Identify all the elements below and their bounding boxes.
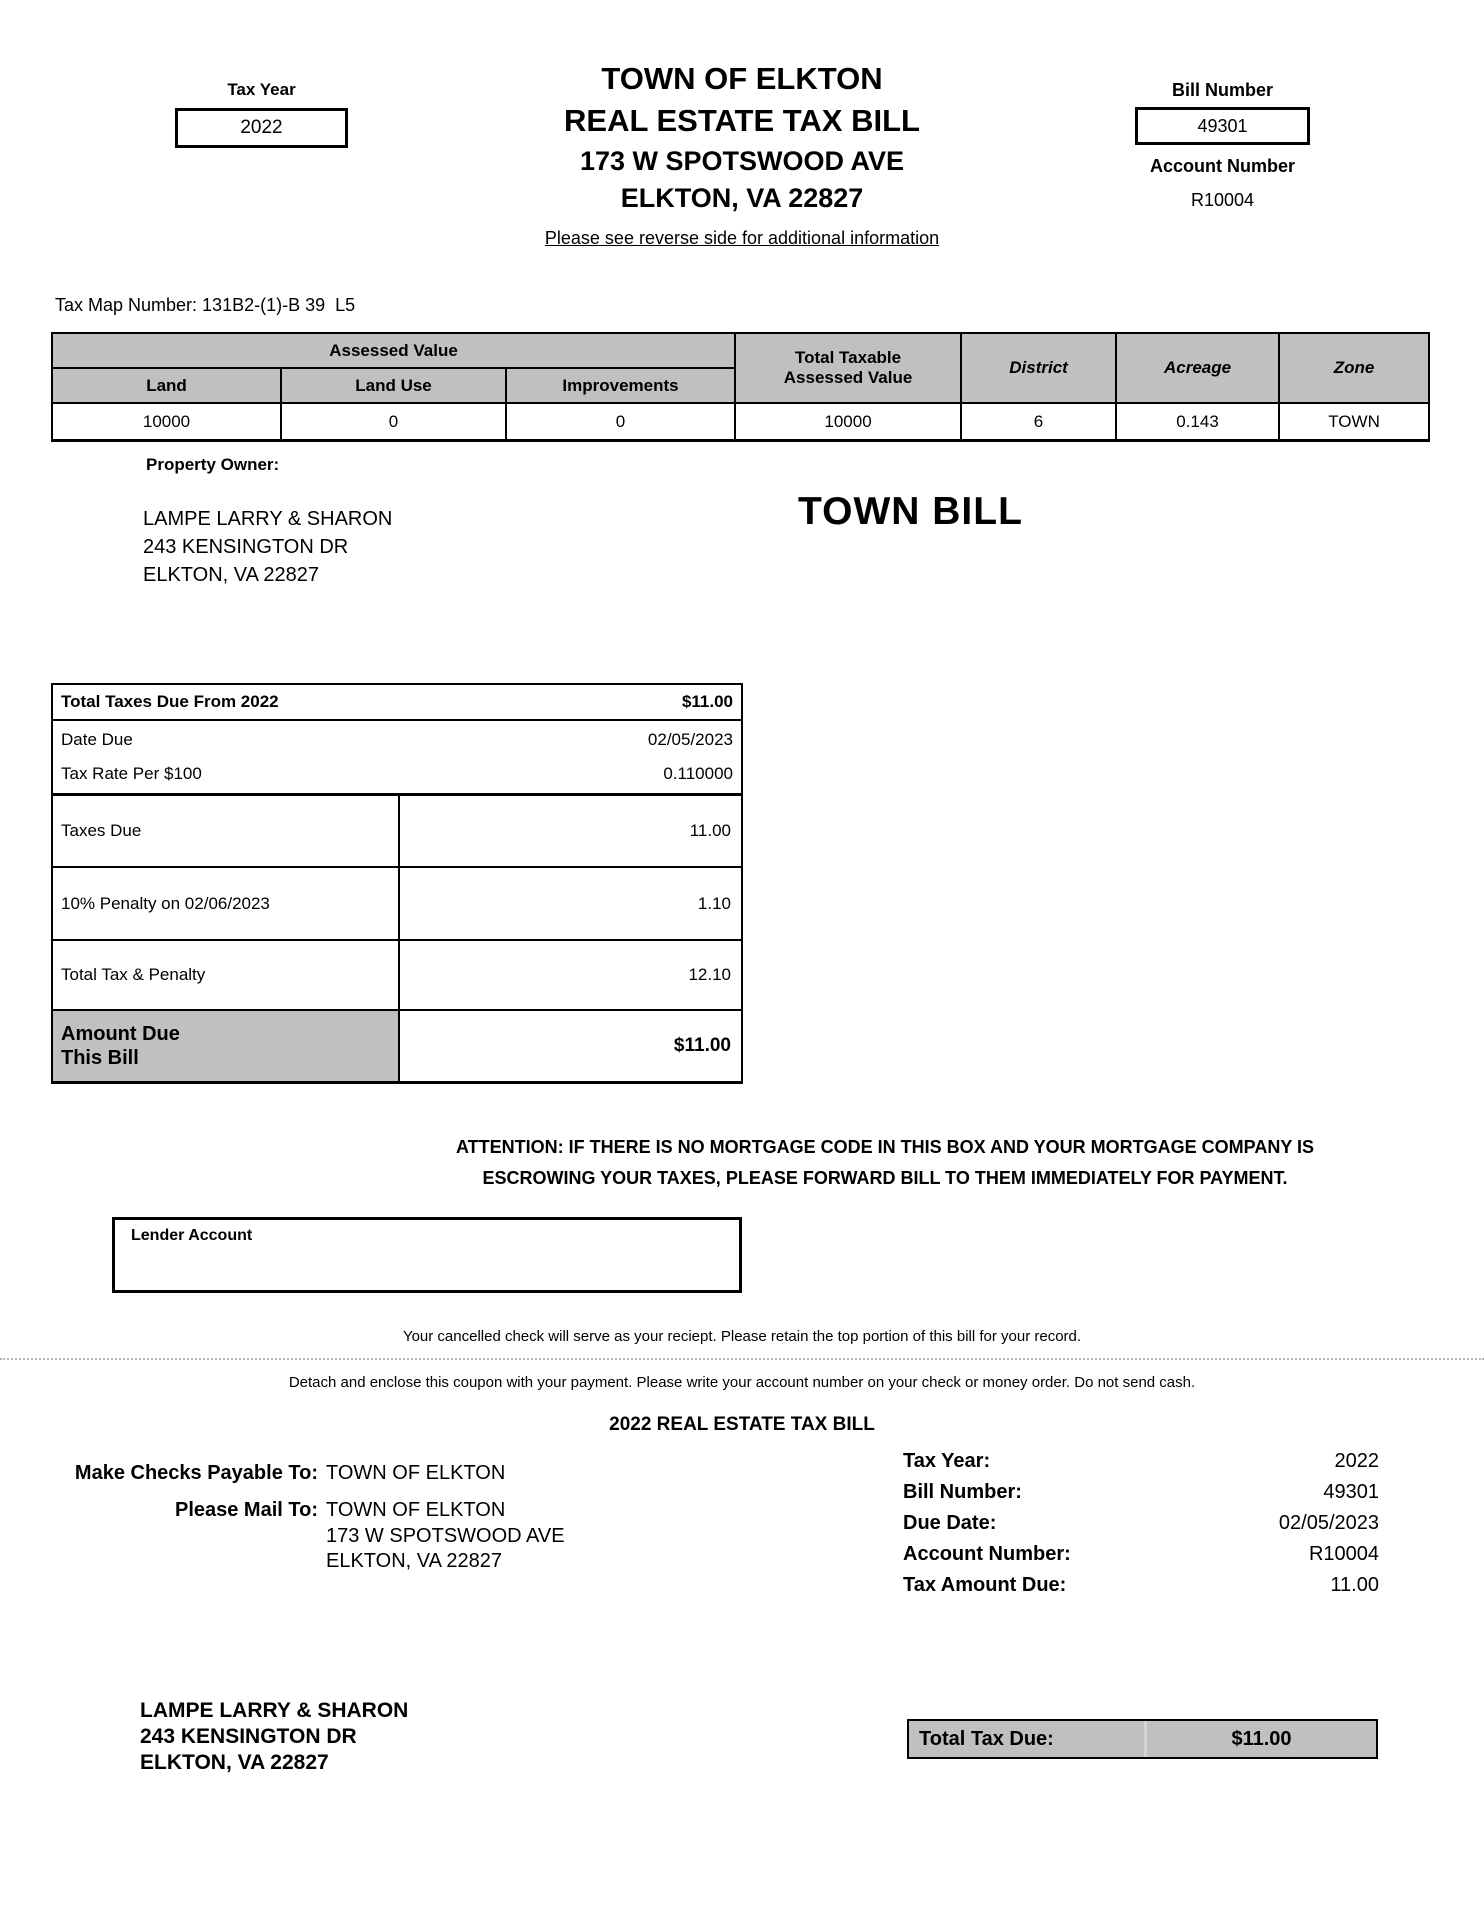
checks-payable-label: Make Checks Payable To: [74,1462,318,1484]
coupon-tax-year-row: Tax Year: 2022 [903,1450,1379,1472]
total-tax-due-box: Total Tax Due: $11.00 [907,1719,1378,1759]
penalty-label: 10% Penalty on 02/06/2023 [53,868,400,939]
property-owner-label: Property Owner: [146,455,280,474]
assessment-values-row: 10000 0 0 10000 6 0.143 TOWN [51,402,1431,442]
tax-summary-table: Total Taxes Due From 2022 $11.00 Date Du… [51,683,743,1084]
amount-due-label: Amount Due This Bill [53,1011,400,1081]
lender-account-box: Lender Account [112,1217,742,1293]
total-taxes-due-label: Total Taxes Due From 2022 [61,692,279,711]
coupon-tax-amount-row: Tax Amount Due: 11.00 [903,1574,1379,1596]
total-tax-due-value: $11.00 [1231,1727,1292,1750]
acreage-value: 0.143 [1115,402,1281,442]
total-tax-penalty-label: Total Tax & Penalty [53,941,400,1009]
org-address-line1: 173 W SPOTSWOOD AVE [579,146,905,176]
checks-payable-row: Make Checks Payable To: TOWN OF ELKTON [48,1462,505,1485]
taxes-due-label: Taxes Due [53,796,400,866]
mortgage-attention-notice: ATTENTION: IF THERE IS NO MORTGAGE CODE … [240,1132,1484,1194]
detach-perforation-line [0,1358,1484,1360]
improvements-header: Improvements [504,367,737,404]
coupon-owner-address: LAMPE LARRY & SHARON 243 KENSINGTON DR E… [140,1698,408,1776]
coupon-owner-address-line2: ELKTON, VA 22827 [140,1751,329,1774]
date-due-label: Date Due [61,730,133,749]
tax-rate-label: Tax Rate Per $100 [61,764,202,783]
receipt-note: Your cancelled check will serve as your … [402,1328,1082,1345]
tax-map-number-line: Tax Map Number: 131B2-(1)-B 39 L5 [55,295,356,315]
mail-to-address-line1: 173 W SPOTSWOOD AVE [326,1525,565,1547]
mail-to-label: Please Mail To: [174,1499,318,1521]
penalty-value: 1.10 [697,893,731,913]
tax-rate-value: 0.110000 [663,764,733,783]
bill-number-box: 49301 [1135,107,1310,145]
district-value: 6 [960,402,1118,442]
bill-number-label: Bill Number [1171,80,1273,100]
total-taxes-due-row: Total Taxes Due From 2022 $11.00 [53,685,741,721]
account-number-value: R10004 [1190,190,1255,210]
tax-year-block: Tax Year 2022 [175,80,348,148]
property-owner-address: LAMPE LARRY & SHARON 243 KENSINGTON DR E… [143,505,392,589]
org-name: TOWN OF ELKTON [601,61,883,96]
total-tax-due-label: Total Tax Due: [909,1721,1147,1757]
amount-due-row: Amount Due This Bill $11.00 [53,1011,741,1081]
owner-address-line1: 243 KENSINGTON DR [143,536,349,558]
date-due-value: 02/05/2023 [647,730,733,749]
zone-value: TOWN [1278,402,1431,442]
land-use-header: Land Use [280,367,507,404]
coupon-account-number-row: Account Number: R10004 [903,1543,1379,1565]
land-header: Land [51,367,282,404]
total-taxable-header: Total Taxable Assessed Value [734,332,963,404]
coupon-bill-number-row: Bill Number: 49301 [903,1481,1379,1503]
coupon-summary-fields: Tax Year: 2022 Bill Number: 49301 Due Da… [903,1450,1379,1605]
reverse-side-note: Please see reverse side for additional i… [544,228,940,248]
mail-to-address-line2: ELKTON, VA 22827 [326,1550,503,1572]
total-taxable-value: 10000 [734,402,963,442]
assessment-table: Assessed Value Total Taxable Assessed Va… [50,332,1431,442]
tax-year-box: 2022 [175,108,348,148]
bill-number-block: Bill Number 49301 Account Number R10004 [1135,80,1310,211]
penalty-row: 10% Penalty on 02/06/2023 1.10 [53,868,741,941]
land-use-value: 0 [280,402,507,442]
tax-year-label: Tax Year [227,80,296,99]
attention-line1: ATTENTION: IF THERE IS NO MORTGAGE CODE … [455,1137,1315,1157]
org-address-line2: ELKTON, VA 22827 [620,183,864,213]
taxes-due-value: 11.00 [689,821,731,840]
attention-line2: ESCROWING YOUR TAXES, PLEASE FORWARD BIL… [482,1168,1288,1188]
mail-to-row: Please Mail To: TOWN OF ELKTON [48,1499,505,1522]
zone-header: Zone [1278,332,1431,404]
total-tax-penalty-row: Total Tax & Penalty 12.10 [53,941,741,1011]
coupon-title: 2022 REAL ESTATE TAX BILL [609,1414,875,1435]
bill-type-heading: TOWN BILL [798,490,1023,533]
assessed-value-header: Assessed Value [50,332,737,369]
due-date-rate-section: Date Due 02/05/2023 Tax Rate Per $100 0.… [53,721,741,796]
coupon-owner-name: LAMPE LARRY & SHARON [140,1699,409,1722]
district-header: District [960,332,1118,404]
document-header: TOWN OF ELKTON REAL ESTATE TAX BILL 173 … [292,62,1192,249]
owner-name: LAMPE LARRY & SHARON [143,508,393,530]
coupon-owner-address-line1: 243 KENSINGTON DR [140,1725,357,1748]
taxes-due-row: Taxes Due 11.00 [53,796,741,868]
improvements-value: 0 [504,402,737,442]
detach-instruction: Detach and enclose this coupon with your… [288,1374,1196,1391]
acreage-header: Acreage [1115,332,1281,404]
land-value: 10000 [51,402,282,442]
coupon-due-date-row: Due Date: 02/05/2023 [903,1512,1379,1534]
total-taxes-due-value: $11.00 [681,692,733,711]
date-due-row: Date Due 02/05/2023 [53,723,741,757]
owner-address-line2: ELKTON, VA 22827 [143,564,320,586]
checks-payable-value: TOWN OF ELKTON [326,1462,506,1484]
lender-account-label: Lender Account [131,1227,253,1244]
total-tax-penalty-value: 12.10 [688,965,731,984]
document-title: REAL ESTATE TAX BILL [564,103,920,138]
tax-rate-row: Tax Rate Per $100 0.110000 [53,757,741,791]
amount-due-value: $11.00 [673,1035,731,1056]
mail-to-name: TOWN OF ELKTON [326,1499,506,1521]
account-number-label: Account Number [1149,156,1295,176]
